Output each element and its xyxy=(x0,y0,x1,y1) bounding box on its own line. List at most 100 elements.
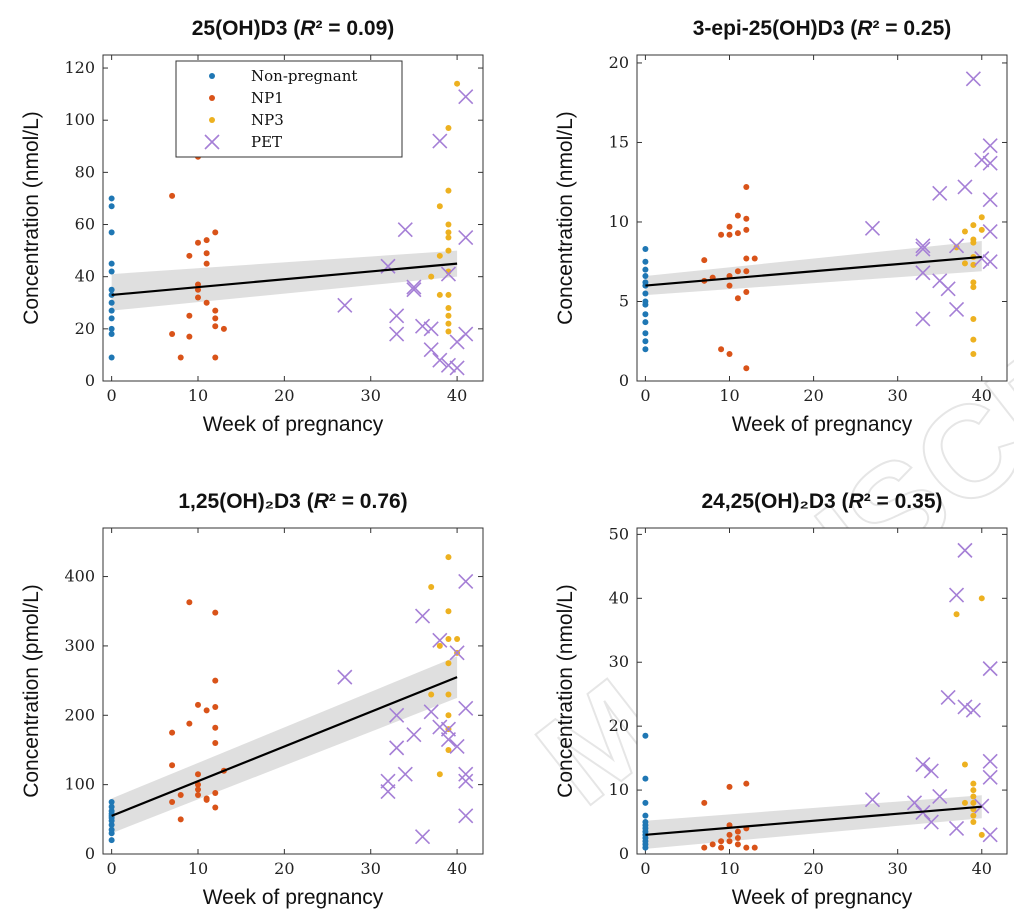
data-point-np3 xyxy=(970,279,977,286)
data-point-np1 xyxy=(186,312,193,319)
data-point-pet xyxy=(957,699,973,715)
data-point-np3 xyxy=(445,187,452,194)
data-point-pet xyxy=(982,753,998,769)
data-point-non-pregnant xyxy=(642,799,649,806)
data-point-pet xyxy=(982,223,998,240)
data-point-non-pregnant xyxy=(108,195,115,202)
data-point-np3 xyxy=(970,812,977,819)
data-point-np3 xyxy=(970,284,977,291)
regression-line xyxy=(645,255,982,287)
data-point-non-pregnant xyxy=(108,354,115,361)
data-point-np3 xyxy=(970,799,977,806)
legend-label: Non-pregnant xyxy=(251,67,357,85)
data-point-np1 xyxy=(169,331,176,338)
data-point-np3 xyxy=(970,239,977,246)
data-point-np3 xyxy=(978,226,985,233)
data-point-non-pregnant xyxy=(108,260,115,267)
data-point-np3 xyxy=(970,787,977,794)
data-point-pet xyxy=(948,238,965,254)
y-tick-label: 40 xyxy=(609,588,629,607)
data-point-np1 xyxy=(743,365,750,372)
data-point-non-pregnant xyxy=(108,229,115,236)
data-point-np1 xyxy=(726,231,733,238)
data-point-np1 xyxy=(726,350,733,357)
chart-panel-1: 25(OH)D3 (R² = 0.09) 0 20 40 60 80 100 120 0 10 20… xyxy=(20,17,484,436)
data-point-pet xyxy=(458,89,474,105)
data-point-pet xyxy=(406,282,422,298)
data-point-non-pregnant xyxy=(642,279,649,286)
data-point-pet xyxy=(932,788,948,805)
data-point-pet xyxy=(932,185,948,201)
data-point-pet xyxy=(982,138,998,154)
data-point-np3 xyxy=(970,336,977,343)
data-point-np1 xyxy=(718,844,725,851)
data-point-np3 xyxy=(445,635,452,642)
data-point-np1 xyxy=(734,268,741,275)
data-point-pet xyxy=(957,179,973,195)
data-point-pet xyxy=(458,773,474,789)
data-point-pet xyxy=(414,608,431,624)
x-tick-label: 0 xyxy=(640,859,650,878)
data-point-non-pregnant xyxy=(642,338,649,345)
data-point-pet xyxy=(965,702,981,718)
data-point-pet xyxy=(982,254,998,270)
data-point-np3 xyxy=(970,222,977,229)
data-point-np1 xyxy=(212,315,219,322)
data-point-np3 xyxy=(445,291,452,298)
data-point-np1 xyxy=(220,325,227,332)
data-point-np3 xyxy=(445,229,452,236)
data-point-np3 xyxy=(445,320,452,327)
data-point-np1 xyxy=(212,724,219,731)
data-point-non-pregnant xyxy=(642,346,649,353)
data-point-pet xyxy=(432,632,448,648)
data-point-np1 xyxy=(212,354,219,361)
data-point-non-pregnant xyxy=(642,319,649,326)
data-point-np1 xyxy=(701,844,708,851)
data-point-pet xyxy=(423,342,439,358)
legend-marker xyxy=(209,73,215,79)
x-tick-label: 10 xyxy=(719,859,739,878)
regression-line xyxy=(645,805,982,836)
data-point-non-pregnant xyxy=(108,203,115,210)
y-tick-label: 20 xyxy=(609,53,629,72)
data-point-non-pregnant xyxy=(642,266,649,273)
data-point-np3 xyxy=(436,642,443,649)
data-point-np1 xyxy=(212,703,219,710)
data-point-np3 xyxy=(454,80,461,87)
data-point-pet xyxy=(414,829,431,845)
x-tick-label: 40 xyxy=(972,386,992,405)
data-point-np1 xyxy=(751,255,758,262)
data-point-pet xyxy=(957,542,973,558)
data-point-np3 xyxy=(445,691,452,698)
data-point-np3 xyxy=(970,780,977,787)
data-point-np3 xyxy=(436,203,443,210)
data-point-pet xyxy=(449,645,465,661)
data-point-pet xyxy=(915,238,931,254)
data-point-np3 xyxy=(436,771,443,778)
data-point-pet xyxy=(432,133,448,149)
data-point-np1 xyxy=(203,707,210,714)
data-point-np3 xyxy=(953,244,960,251)
data-point-pet xyxy=(389,308,405,324)
y-tick-label: 200 xyxy=(64,705,95,724)
data-point-pet xyxy=(432,352,448,368)
data-point-np3 xyxy=(445,304,452,311)
data-point-np3 xyxy=(445,328,452,335)
x-tick-label: 20 xyxy=(803,859,823,878)
data-point-pet xyxy=(940,689,956,705)
data-point-pet xyxy=(982,661,998,677)
data-point-np3 xyxy=(970,315,977,322)
data-point-np3 xyxy=(436,252,443,259)
data-point-pet xyxy=(337,669,353,685)
data-point-pet xyxy=(948,820,965,836)
data-point-np1 xyxy=(718,838,725,845)
data-point-pet xyxy=(940,281,956,297)
data-point-np3 xyxy=(445,221,452,228)
x-tick-label: 40 xyxy=(972,859,992,878)
data-point-non-pregnant xyxy=(642,273,649,280)
chart-panel-4: 24,25(OH)₂D3 (R² = 0.35) 0 10 20 30 40 50 0 10 20… xyxy=(554,490,1008,909)
x-tick-label: 0 xyxy=(107,859,117,878)
data-point-np3 xyxy=(445,554,452,561)
data-point-np1 xyxy=(743,255,750,262)
data-point-pet xyxy=(458,766,474,782)
